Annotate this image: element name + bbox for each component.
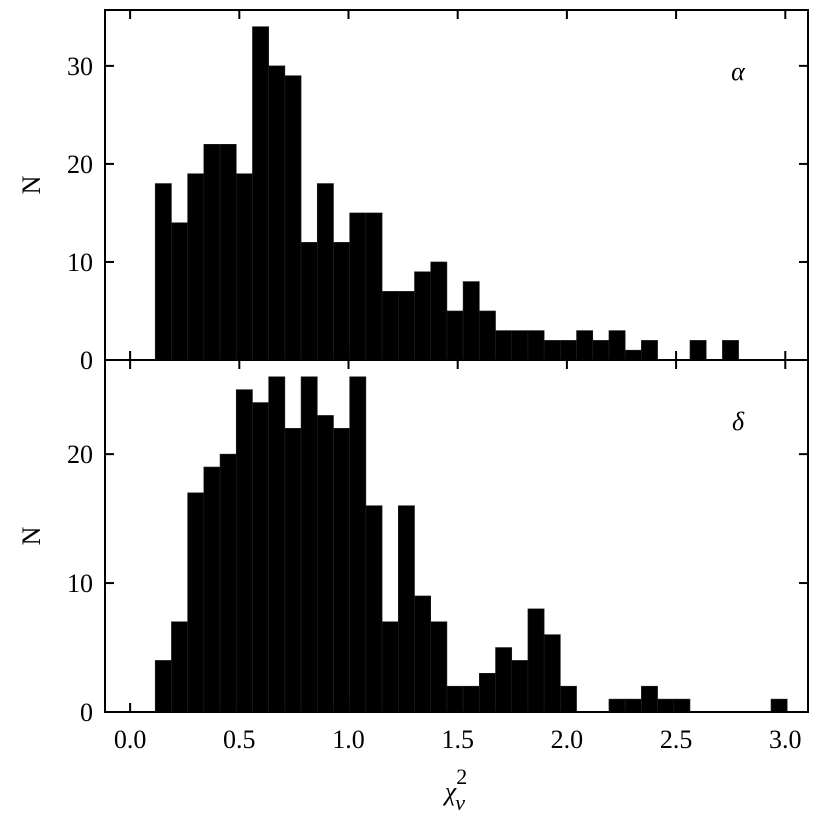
x-label-sub: ν [455, 790, 465, 815]
x-tick-label: 0.5 [223, 725, 256, 754]
y-tick-label: 10 [67, 248, 93, 277]
bar [171, 621, 188, 713]
x-tick-label: 1.5 [441, 725, 474, 754]
x-tick-label: 2.0 [551, 725, 584, 754]
x-tick-label: 0.0 [114, 725, 147, 754]
y-axis-label: N [17, 526, 46, 545]
bar [349, 376, 367, 713]
bar [316, 415, 334, 713]
bar [252, 402, 269, 713]
y-axis-label: N [17, 175, 46, 194]
bar [560, 685, 577, 713]
annotation: δ [732, 407, 745, 436]
bar [608, 330, 626, 361]
bar [333, 428, 350, 713]
bar [624, 349, 642, 361]
x-tick-label: 3.0 [769, 725, 802, 754]
y-tick-label: 0 [80, 346, 93, 375]
bar [446, 310, 464, 361]
bar [284, 428, 302, 713]
bar [300, 376, 318, 713]
bar [333, 242, 350, 361]
bar [381, 621, 399, 713]
bar [462, 281, 480, 361]
bar [316, 183, 334, 361]
plot-frame [104, 359, 809, 713]
bar [430, 261, 448, 361]
bar [414, 595, 432, 713]
bar [219, 144, 237, 361]
x-tick-label: 1.0 [332, 725, 365, 754]
bar [446, 685, 464, 713]
bar [349, 212, 367, 361]
bar [154, 660, 172, 713]
bar [252, 26, 269, 361]
bar [511, 330, 529, 361]
bar [495, 647, 513, 713]
y-tick-label: 20 [67, 150, 93, 179]
bar [187, 492, 205, 713]
bar [689, 340, 707, 361]
bar [641, 340, 658, 361]
bar [219, 453, 237, 713]
bar [381, 291, 399, 361]
bar [187, 173, 205, 361]
bar [268, 65, 286, 361]
bar [479, 673, 496, 713]
bar [527, 330, 545, 361]
bar [527, 608, 545, 713]
bar [284, 75, 302, 361]
y-tick-label: 0 [80, 698, 93, 727]
bar [154, 183, 172, 361]
bar [624, 698, 642, 713]
bar [235, 389, 253, 713]
bar [641, 685, 658, 713]
bar [430, 621, 448, 713]
y-tick-label: 20 [67, 440, 93, 469]
y-tick-label: 30 [67, 52, 93, 81]
bar [203, 144, 221, 361]
bar [608, 698, 626, 713]
bar [397, 291, 415, 361]
bar [592, 340, 610, 361]
bar [414, 271, 432, 361]
x-label-sup: 2 [456, 764, 467, 789]
annotation: α [731, 57, 746, 86]
x-axis-label: χ2 ν [442, 764, 467, 815]
bar [511, 660, 529, 713]
bar [235, 173, 253, 361]
bar [462, 685, 480, 713]
bar [495, 330, 513, 361]
bar [543, 340, 561, 361]
bar [365, 505, 383, 713]
bar [722, 340, 739, 361]
bar [560, 340, 577, 361]
bar [365, 212, 383, 361]
bar [657, 698, 675, 713]
y-tick-label: 10 [67, 569, 93, 598]
bar [203, 466, 221, 713]
bar [397, 505, 415, 713]
bar [171, 222, 188, 361]
bar [576, 330, 594, 361]
bar [268, 376, 286, 713]
x-label-base: χ [442, 777, 457, 806]
x-tick-label: 2.5 [660, 725, 693, 754]
bar [300, 242, 318, 361]
bar [479, 310, 496, 361]
bar [543, 634, 561, 713]
